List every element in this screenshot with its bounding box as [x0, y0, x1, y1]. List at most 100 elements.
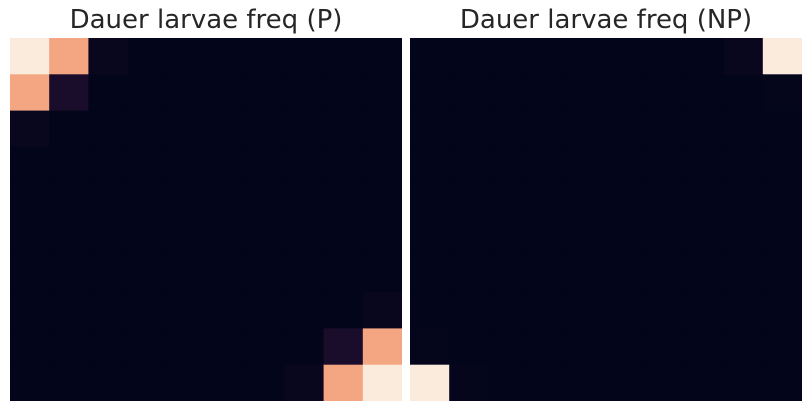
heatmap-np — [410, 38, 802, 401]
heatmap-cell — [606, 255, 646, 293]
heatmap-cell — [362, 328, 402, 366]
heatmap-cell — [527, 292, 568, 329]
heatmap-cell — [723, 74, 764, 112]
heatmap-cell — [762, 146, 802, 184]
heatmap-cell — [762, 183, 802, 221]
heatmap-cell — [323, 328, 364, 366]
heatmap-cell — [566, 38, 607, 75]
heatmap-cell — [245, 219, 285, 257]
heatmap-cell — [362, 74, 402, 112]
heatmap-cell — [527, 219, 568, 257]
heatmap-cell — [284, 38, 325, 75]
heatmap-cell — [645, 74, 685, 112]
heatmap-cell — [645, 364, 685, 401]
chart-title-p: Dauer larvae freq (P) — [69, 5, 343, 35]
heatmap-cell — [362, 183, 402, 221]
heatmap-cell — [323, 74, 364, 112]
heatmap-cell — [10, 364, 50, 401]
heatmap-cell — [127, 255, 168, 293]
heatmap-cell — [49, 110, 89, 148]
heatmap-cell — [166, 183, 207, 221]
heatmap-cell — [645, 183, 685, 221]
heatmap-cell — [49, 74, 89, 112]
heatmap-cell — [10, 292, 50, 329]
heatmap-cell — [323, 364, 364, 401]
heatmap-cell — [410, 328, 450, 366]
heatmap-cell — [488, 255, 529, 293]
heatmap-cell — [684, 292, 725, 329]
heatmap-cell — [88, 146, 129, 184]
heatmap-cell — [88, 183, 129, 221]
heatmap-cell — [723, 364, 764, 401]
heatmap-cell — [362, 110, 402, 148]
heatmap-cell — [449, 110, 489, 148]
heatmap-cell — [127, 364, 168, 401]
heatmap-cell — [127, 74, 168, 112]
heatmap-cell — [488, 146, 529, 184]
heatmap-cell — [684, 110, 725, 148]
heatmap-cell — [723, 146, 764, 184]
heatmap-cell — [723, 110, 764, 148]
heatmap-cell — [284, 146, 325, 184]
heatmap-cell — [723, 292, 764, 329]
heatmap-p — [10, 38, 402, 401]
heatmap-cell — [10, 146, 50, 184]
heatmap-cell — [566, 255, 607, 293]
heatmap-cell — [49, 292, 89, 329]
heatmap-cell — [362, 38, 402, 75]
heatmap-cell — [684, 255, 725, 293]
heatmap-cell — [762, 74, 802, 112]
heatmap-cell — [684, 219, 725, 257]
heatmap-cell — [684, 328, 725, 366]
heatmap-cell — [566, 110, 607, 148]
heatmap-cell — [645, 110, 685, 148]
heatmap-cell — [566, 74, 607, 112]
heatmap-cell — [245, 146, 285, 184]
heatmap-cell — [449, 364, 489, 401]
heatmap-cell — [166, 74, 207, 112]
heatmap-cell — [645, 219, 685, 257]
heatmap-cell — [49, 364, 89, 401]
heatmap-cell — [762, 219, 802, 257]
heatmap-cell — [645, 146, 685, 184]
heatmap-cell — [762, 255, 802, 293]
heatmap-cell — [10, 38, 50, 75]
heatmap-cell — [723, 255, 764, 293]
heatmap-cell — [206, 328, 246, 366]
heatmap-cell — [410, 74, 450, 112]
heatmap-cell — [410, 183, 450, 221]
heatmap-cell — [206, 364, 246, 401]
heatmap-cell — [10, 74, 50, 112]
heatmap-cell — [88, 38, 129, 75]
heatmap-cell — [645, 328, 685, 366]
heatmap-cell — [449, 292, 489, 329]
heatmap-cell — [762, 292, 802, 329]
heatmap-cell — [245, 328, 285, 366]
heatmap-cell — [566, 292, 607, 329]
heatmap-cell — [284, 255, 325, 293]
heatmap-cell — [127, 110, 168, 148]
heatmap-cell — [127, 219, 168, 257]
heatmap-cell — [284, 364, 325, 401]
heatmap-cell — [684, 364, 725, 401]
heatmap-cell — [410, 146, 450, 184]
heatmap-cell — [527, 38, 568, 75]
heatmap-cell — [449, 219, 489, 257]
heatmap-cell — [166, 364, 207, 401]
heatmap-cell — [645, 292, 685, 329]
heatmap-cell — [245, 292, 285, 329]
heatmap-cell — [449, 183, 489, 221]
heatmap-cell — [488, 219, 529, 257]
heatmap-cell — [488, 183, 529, 221]
heatmap-cell — [606, 38, 646, 75]
heatmap-cell — [127, 292, 168, 329]
heatmap-cell — [606, 110, 646, 148]
heatmap-cell — [488, 328, 529, 366]
heatmap-cell — [566, 328, 607, 366]
heatmap-cell — [10, 219, 50, 257]
heatmap-cell — [606, 74, 646, 112]
heatmap-cell — [284, 219, 325, 257]
heatmap-cell — [410, 38, 450, 75]
heatmap-cell — [684, 183, 725, 221]
heatmap-cell — [488, 110, 529, 148]
